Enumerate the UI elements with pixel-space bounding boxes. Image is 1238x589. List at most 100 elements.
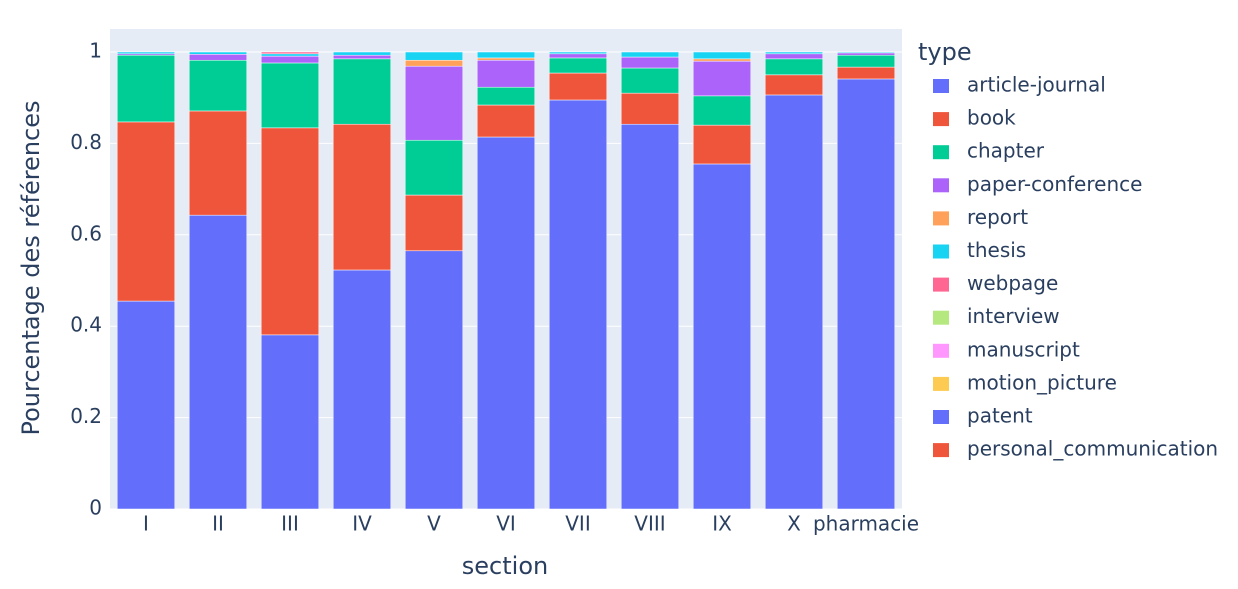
legend-label: thesis (967, 238, 1026, 262)
x-tick-label: VI (496, 512, 516, 536)
bar-segment (188, 59, 248, 112)
legend-title: type (918, 38, 972, 66)
x-tick-label: VII (565, 512, 590, 536)
bar-segment (764, 74, 824, 96)
bar-segment (404, 51, 464, 61)
y-tick-label: 0.4 (70, 313, 102, 337)
legend-swatch (933, 343, 949, 358)
bar-segment (404, 139, 464, 196)
bar-segment (836, 52, 896, 56)
legend-swatch (933, 145, 949, 160)
x-tick-label: IV (352, 512, 372, 536)
x-tick-label: I (143, 512, 149, 536)
y-tick-label: 0 (89, 496, 102, 520)
legend-swatch (933, 310, 949, 325)
x-tick-label: V (427, 512, 441, 536)
bar-segment (692, 95, 752, 126)
bar-segment (116, 51, 176, 55)
bar-segment (692, 124, 752, 165)
legend-label: webpage (967, 271, 1058, 295)
bar-segment (836, 51, 896, 54)
bar-segment (836, 54, 896, 68)
bar-segment (476, 104, 536, 138)
bar-segment (404, 250, 464, 510)
bar-segment (260, 62, 320, 129)
bar-segment (548, 57, 608, 74)
bar-segment (116, 300, 176, 510)
legend-swatch (933, 244, 949, 259)
bar-segment (548, 72, 608, 101)
bar-segment (620, 123, 680, 510)
y-tick-label: 0.8 (70, 130, 102, 154)
bar-segment (476, 57, 536, 61)
legend-label: article-journal (967, 73, 1106, 97)
bar-segment (692, 60, 752, 97)
y-tick-label: 0.2 (70, 404, 102, 428)
bar-segment (764, 53, 824, 60)
legend-label: personal_communication (967, 437, 1218, 461)
bar-segment (188, 51, 248, 55)
bar-segment (332, 58, 392, 125)
legend-label: interview (967, 304, 1060, 328)
bar-segment (476, 59, 536, 88)
legend-label: chapter (967, 139, 1045, 163)
legend-swatch (933, 410, 949, 424)
bar-segment (260, 55, 320, 64)
bar-segment (260, 127, 320, 336)
bar-segment (332, 269, 392, 510)
bar-segment (476, 86, 536, 106)
bar-segment (548, 51, 608, 55)
bar-segment (548, 99, 608, 510)
legend-swatch (933, 211, 949, 226)
bar-segment (476, 136, 536, 510)
legend-label: motion_picture (967, 370, 1117, 394)
bar-segment (332, 51, 392, 56)
bar-segment (620, 56, 680, 69)
bar-segment (692, 58, 752, 62)
bar-segment (116, 121, 176, 302)
bar-segment (404, 59, 464, 67)
y-tick-label: 0.6 (70, 221, 102, 245)
bar-segment (260, 334, 320, 510)
legend-label: manuscript (967, 337, 1080, 361)
bar-segment (764, 94, 824, 510)
bar-segment (188, 54, 248, 61)
bar-segment (836, 78, 896, 510)
x-tick-label: VIII (634, 512, 665, 536)
legend-swatch (933, 443, 949, 458)
x-tick-label: III (281, 512, 299, 536)
bar-segment (692, 163, 752, 510)
legend-label: patent (967, 404, 1033, 428)
bar-segment (260, 53, 320, 57)
bar-segment (764, 58, 824, 76)
bar-segment (332, 54, 392, 60)
bar-segment (404, 194, 464, 252)
legend-swatch (933, 376, 949, 391)
bar-segment (476, 51, 536, 59)
x-tick-label: pharmacie (813, 512, 919, 536)
bar-segment (116, 54, 176, 123)
x-tick-label: X (787, 512, 801, 536)
y-axis-title: Pourcentage des références (17, 100, 45, 435)
x-tick-label: II (212, 512, 224, 536)
bar-segment (836, 66, 896, 80)
bar-segment (188, 214, 248, 510)
legend-label: book (967, 106, 1016, 130)
legend-label: paper-conference (967, 172, 1142, 196)
x-axis-title: section (462, 552, 548, 580)
legend-swatch (933, 277, 949, 292)
bar-segment (260, 51, 320, 55)
bar-segment (404, 65, 464, 141)
bar-segment (620, 92, 680, 125)
legend-label: report (967, 205, 1028, 229)
bar-segment (620, 51, 680, 58)
bar-segment (764, 51, 824, 55)
legend-swatch (933, 112, 949, 127)
bar-segment (332, 123, 392, 271)
x-tick-label: IX (712, 512, 732, 536)
legend-swatch (933, 79, 949, 93)
bar-segment (620, 67, 680, 94)
bar-segment (548, 53, 608, 59)
bar-segment (692, 51, 752, 60)
